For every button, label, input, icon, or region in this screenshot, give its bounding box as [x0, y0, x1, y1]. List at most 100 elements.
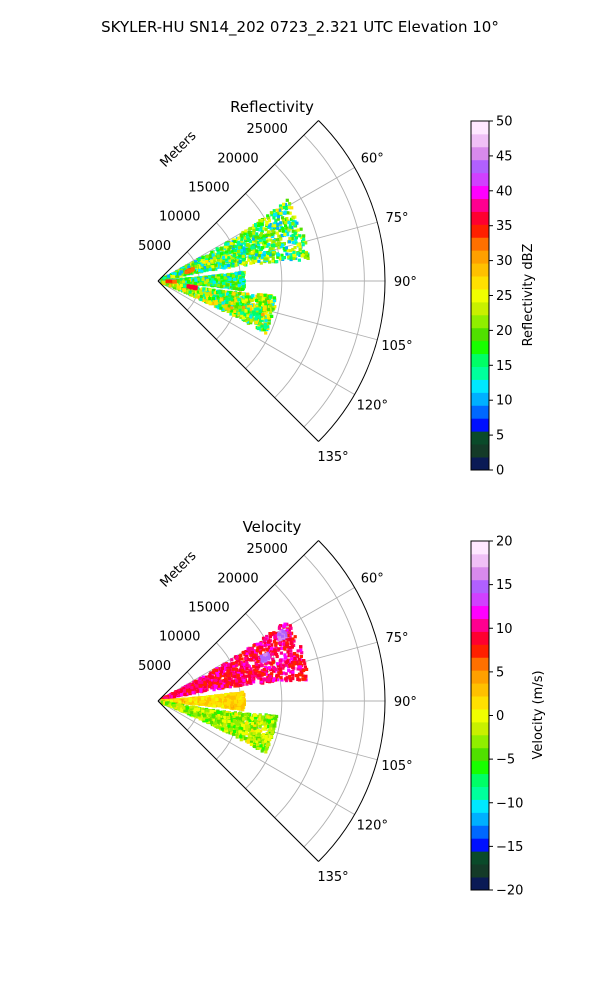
echo-gate [272, 216, 276, 220]
echo-gate [226, 683, 230, 687]
echo-gate [283, 202, 288, 207]
echo-gate [235, 246, 239, 251]
echo-gate [247, 230, 251, 234]
echo-gate [287, 205, 291, 209]
echo-gate [241, 308, 245, 312]
echo-gate [268, 649, 272, 653]
echo-gate [298, 667, 302, 671]
echo-gate [293, 660, 297, 664]
echo-gate [283, 622, 287, 626]
echo-gate [173, 280, 177, 284]
echo-gate [178, 693, 182, 697]
echo-gate [247, 648, 251, 652]
echo-gate [224, 242, 228, 246]
echo-gate [210, 259, 214, 263]
azimuth-tick-label: 90° [394, 275, 417, 290]
echo-gate [215, 671, 219, 675]
echo-gate [263, 644, 267, 648]
echo-gate [239, 279, 243, 283]
echo-gate [224, 677, 228, 681]
range-tick-label: 25000 [247, 122, 288, 137]
echo-gate [217, 258, 221, 262]
echo-gate [273, 212, 277, 217]
echo-gate [248, 251, 252, 255]
echo-gate [232, 254, 236, 258]
echo-gate [220, 684, 224, 688]
echo-gate [267, 676, 271, 680]
echo-gate [217, 684, 221, 688]
echo-gate [212, 288, 216, 292]
echo-gate [211, 263, 215, 267]
echo-gate [186, 284, 191, 288]
echo-gate [239, 233, 243, 237]
echo-gate [230, 306, 234, 310]
colorbar-tick-label: 10 [496, 394, 513, 409]
echo-gate [264, 228, 268, 232]
echo-gate [264, 233, 269, 238]
echo-gate [301, 249, 305, 253]
echo-gate [283, 643, 287, 647]
colorbar-swatch [471, 366, 489, 380]
colorbar-swatch [471, 392, 489, 406]
echo-gate [236, 243, 240, 247]
echo-gate [217, 667, 221, 671]
echo-gate [207, 677, 211, 681]
echo-gate [281, 216, 285, 220]
echo-gate [185, 286, 190, 290]
echo-gate [260, 222, 264, 226]
echo-gate [263, 241, 267, 245]
echo-gate [182, 689, 187, 693]
echo-gate [258, 320, 262, 324]
echo-gate [244, 309, 248, 313]
echo-gate [288, 624, 292, 628]
echo-gate [243, 660, 247, 664]
echo-gate [216, 254, 220, 258]
echo-gate [279, 663, 283, 667]
echo-gate [198, 289, 203, 294]
echo-gate [302, 668, 306, 673]
echo-gate [271, 259, 275, 263]
echo-gate [235, 302, 239, 306]
azimuth-tick-label: 135° [317, 450, 348, 465]
echo-gate [241, 299, 246, 304]
echo-gate [254, 320, 258, 325]
echo-gate [295, 674, 299, 678]
echo-gate [163, 277, 167, 281]
echo-gate [263, 678, 268, 682]
echo-gate [234, 305, 238, 309]
echo-gate [246, 243, 250, 247]
echo-gate [257, 649, 261, 653]
echo-gate [243, 313, 247, 317]
echo-gate [287, 662, 291, 666]
velocity-panel: Velocity 50001000015000200002500060°75°9… [138, 518, 417, 885]
echo-gate [246, 307, 250, 311]
echo-gate [298, 245, 302, 249]
echo-gate [300, 673, 304, 677]
echo-gate [190, 686, 194, 690]
echo-gate [217, 251, 221, 255]
echo-gate [270, 652, 274, 656]
echo-gate [284, 207, 288, 211]
echo-gate [227, 304, 231, 308]
echo-gate [230, 658, 234, 662]
echo-gate [237, 287, 241, 291]
echo-gate [275, 208, 279, 212]
echo-gate [290, 237, 294, 241]
echo-gate [228, 291, 232, 295]
echo-gate [257, 296, 261, 300]
echo-gate [199, 689, 203, 693]
echo-gate [254, 225, 258, 229]
echo-gate [275, 260, 279, 264]
echo-gate [294, 241, 298, 245]
echo-gate [185, 270, 189, 274]
echo-gate [198, 684, 202, 688]
echo-gate [221, 251, 226, 255]
echo-gate [279, 676, 283, 680]
echo-gate [276, 217, 280, 221]
echo-gate [197, 290, 201, 294]
echo-gate [210, 679, 214, 683]
echo-gate [172, 286, 176, 290]
echo-gate [191, 263, 195, 267]
echo-gate [256, 314, 260, 318]
echo-gate [299, 227, 303, 231]
